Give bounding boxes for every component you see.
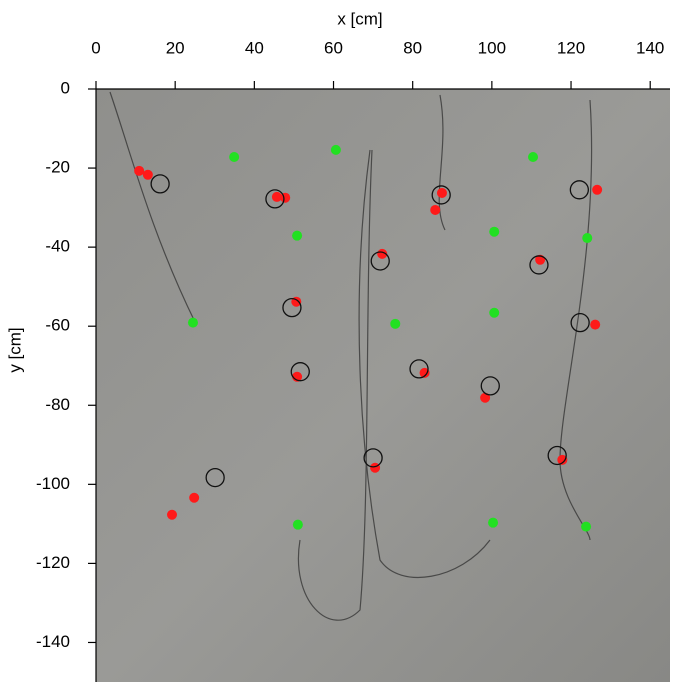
point: [189, 492, 200, 503]
point: [142, 169, 153, 180]
x-tick-label: 40: [245, 38, 264, 57]
point: [280, 192, 291, 203]
x-tick-label: 100: [478, 38, 506, 57]
plot-area: [96, 89, 670, 682]
y-tick-label: -20: [45, 158, 70, 177]
photo-background: [96, 89, 670, 682]
point: [547, 445, 567, 466]
point: [590, 319, 601, 330]
x-tick-label: 80: [403, 38, 422, 57]
y-axis-title: y [cm]: [5, 327, 24, 372]
point: [436, 187, 447, 198]
point: [419, 367, 430, 378]
point: [282, 297, 302, 318]
x-tick-label: 60: [324, 38, 343, 57]
y-tick-label: -100: [36, 474, 70, 493]
point: [265, 189, 285, 209]
y-tick-label: -80: [45, 395, 70, 414]
point: [480, 376, 500, 396]
point: [205, 467, 225, 488]
point: [292, 519, 303, 530]
point: [167, 509, 178, 520]
point: [271, 191, 282, 202]
x-tick-label: 140: [636, 38, 664, 57]
point: [187, 317, 198, 328]
point: [569, 180, 589, 200]
x-axis-title: x [cm]: [337, 9, 382, 28]
x-tick-label: 120: [557, 38, 585, 57]
y-tick-label: -60: [45, 316, 70, 335]
point: [489, 307, 500, 318]
point: [431, 185, 451, 205]
point: [290, 362, 310, 382]
point: [488, 517, 499, 528]
y-tick-label: -40: [45, 237, 70, 256]
point: [592, 184, 603, 195]
point: [529, 255, 549, 275]
x-tick-label: 20: [166, 38, 185, 57]
point: [150, 174, 170, 194]
point: [557, 454, 568, 465]
y-tick-label: -120: [36, 553, 70, 572]
point: [570, 312, 590, 333]
point: [489, 226, 500, 237]
point: [528, 151, 539, 162]
point: [409, 359, 429, 379]
point: [292, 230, 303, 241]
point: [330, 144, 341, 155]
y-tick-label: -140: [36, 632, 70, 651]
point: [229, 151, 240, 162]
point: [430, 204, 441, 215]
wires: [109, 91, 593, 621]
point: [390, 318, 401, 329]
point: [134, 165, 145, 176]
point: [363, 448, 383, 468]
point: [581, 521, 592, 532]
point: [480, 392, 491, 403]
point: [370, 251, 390, 271]
point: [582, 233, 593, 244]
x-tick-label: 0: [91, 38, 100, 57]
y-tick-label: 0: [61, 78, 70, 97]
